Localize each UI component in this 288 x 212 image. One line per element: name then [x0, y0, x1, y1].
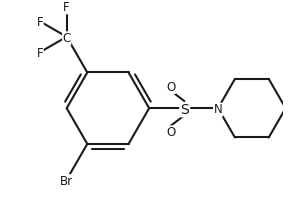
Text: F: F — [37, 47, 43, 60]
Text: F: F — [37, 16, 43, 29]
Text: F: F — [63, 1, 70, 14]
Text: C: C — [62, 32, 71, 45]
Text: S: S — [180, 103, 189, 117]
Text: O: O — [166, 81, 175, 93]
Text: O: O — [166, 126, 175, 139]
Text: N: N — [214, 103, 222, 116]
Text: Br: Br — [60, 175, 73, 188]
